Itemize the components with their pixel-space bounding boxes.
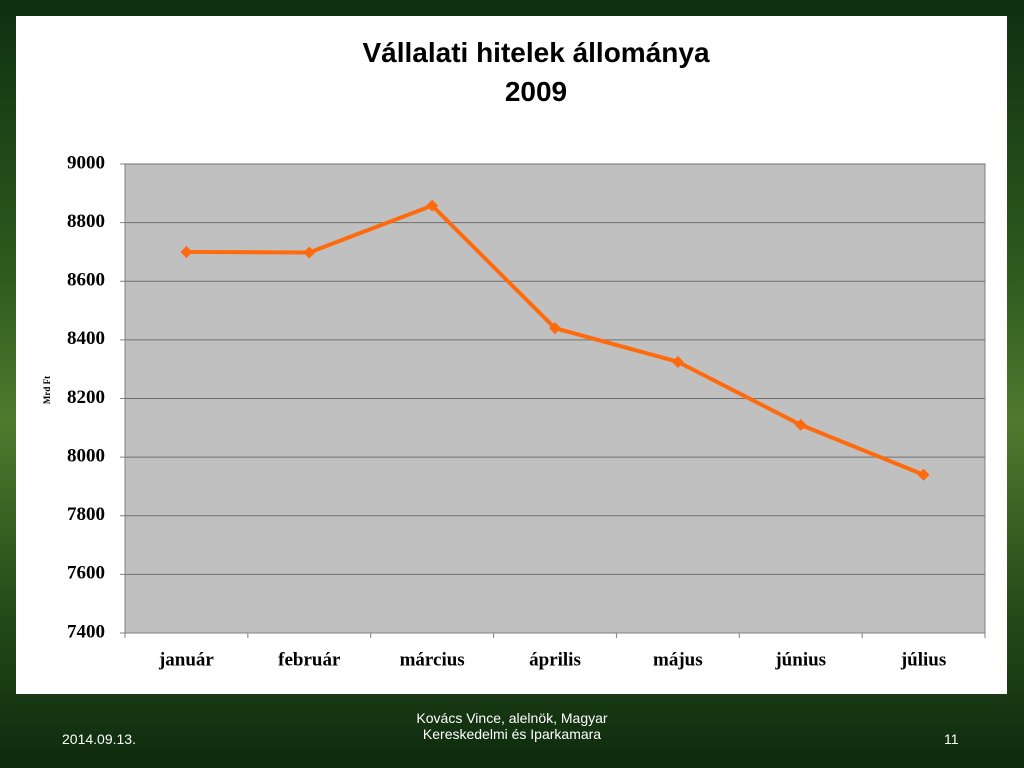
y-axis-label: Mrd Ft (42, 376, 52, 404)
footer-date: 2014.09.13. (62, 731, 136, 747)
y-tick-label: 8400 (67, 328, 105, 349)
data-point (794, 418, 807, 431)
x-tick-label: június (774, 649, 826, 670)
y-tick-label: 8600 (67, 270, 105, 291)
chart-title: Vállalati hitelek állománya (362, 37, 709, 68)
footer-author: Kovács Vince, alelnök, Magyar Kereskedel… (416, 710, 608, 742)
x-tick-label: április (529, 649, 581, 670)
x-tick-label: július (900, 649, 946, 670)
data-point (180, 245, 193, 258)
x-tick-label: február (278, 649, 341, 670)
chart-subtitle: 2009 (505, 76, 567, 107)
y-tick-label: 8000 (67, 445, 105, 466)
y-tick-label: 7400 (67, 621, 105, 642)
x-tick-label: március (400, 649, 465, 670)
data-point (549, 322, 561, 335)
data-point (917, 468, 930, 481)
y-tick-label: 7600 (67, 563, 105, 584)
footer-page: 11 (944, 731, 959, 747)
data-point (303, 246, 316, 259)
y-tick-label: 8200 (67, 387, 105, 408)
y-tick-label: 8800 (67, 211, 105, 232)
chart: Vállalati hitelek állománya 2009 Mrd Ft … (42, 37, 986, 670)
x-tick-label: január (158, 649, 214, 670)
x-tick-label: május (653, 649, 703, 670)
y-tick-label: 9000 (67, 152, 105, 173)
data-point (426, 199, 439, 212)
y-tick-label: 7800 (67, 504, 105, 525)
data-point (671, 355, 684, 368)
